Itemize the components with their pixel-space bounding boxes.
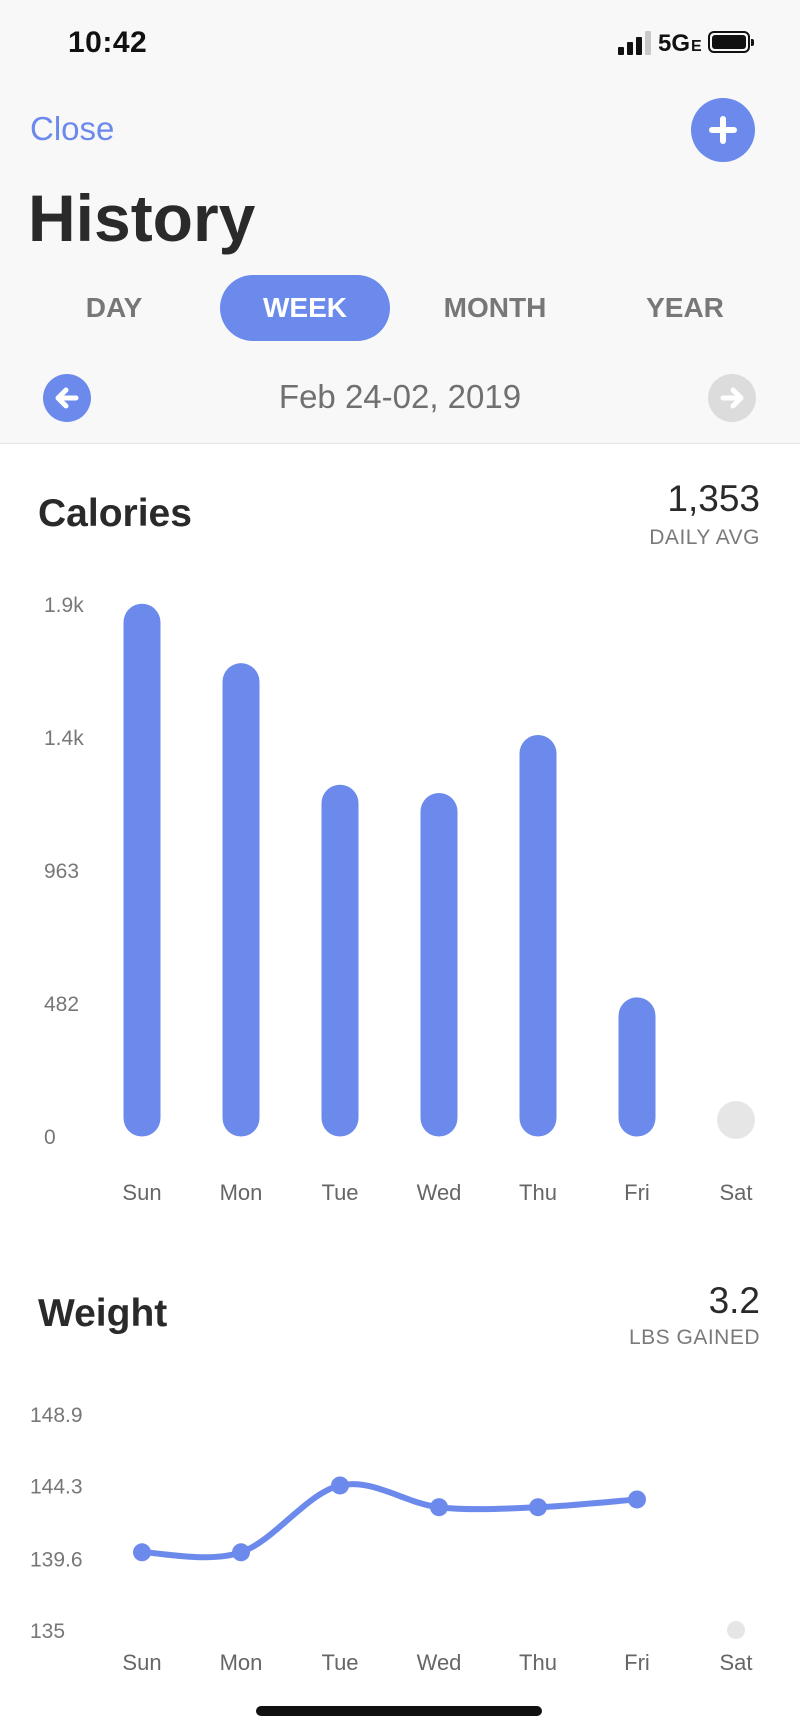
calories-y-tick: 0 — [44, 1126, 56, 1149]
calories-x-label: Thu — [519, 1180, 557, 1205]
tab-month[interactable]: MONTH — [443, 292, 547, 323]
weight-point[interactable] — [133, 1543, 151, 1562]
calories-y-tick: 482 — [44, 993, 79, 1016]
calories-daily-avg-value: 1,353 — [667, 478, 760, 519]
weight-y-tick: 148.9 — [30, 1404, 83, 1427]
weight-x-label: Tue — [321, 1650, 358, 1675]
tab-year[interactable]: YEAR — [646, 292, 724, 323]
calories-bar-chart: 0 482 963 1.4k 1.9k Sun Mon Tue Wed Thu Fri Sat — [44, 594, 755, 1205]
weight-change-label: LBS GAINED — [628, 1326, 760, 1349]
weight-point[interactable] — [529, 1498, 547, 1517]
close-button[interactable]: Close — [30, 110, 115, 147]
weight-point[interactable] — [331, 1476, 349, 1495]
arrow-right-icon — [720, 387, 744, 409]
arrow-left-icon — [55, 387, 79, 409]
weight-x-label: Wed — [417, 1650, 462, 1675]
calories-y-tick: 963 — [44, 860, 79, 883]
weight-x-label: Sat — [719, 1650, 752, 1675]
calories-title: Calories — [38, 492, 192, 535]
weight-point[interactable] — [232, 1543, 250, 1562]
tab-week[interactable]: WEEK — [220, 275, 390, 341]
weight-y-tick: 144.3 — [30, 1475, 83, 1498]
weight-y-tick: 135 — [30, 1620, 65, 1643]
network-suffix: E — [691, 38, 702, 55]
calories-x-label: Mon — [220, 1180, 263, 1205]
calories-daily-avg-label: DAILY AVG — [649, 526, 760, 549]
home-indicator — [256, 1706, 542, 1716]
calories-x-label: Wed — [417, 1180, 462, 1205]
weight-y-tick: 139.6 — [30, 1549, 83, 1572]
weight-x-label: Fri — [624, 1650, 650, 1675]
weight-x-label: Thu — [519, 1650, 557, 1675]
page-title: History — [28, 181, 256, 255]
weight-point[interactable] — [430, 1498, 448, 1517]
status-time: 10:42 — [68, 26, 148, 59]
status-bar: 10:42 5GE — [0, 0, 800, 90]
previous-period-button[interactable] — [43, 374, 91, 422]
network-type: 5G — [658, 30, 691, 57]
weight-x-label: Sun — [122, 1650, 161, 1675]
calories-x-label: Tue — [321, 1180, 358, 1205]
calories-x-label: Fri — [624, 1180, 650, 1205]
calories-y-tick: 1.4k — [44, 727, 84, 750]
weight-change-value: 3.2 — [708, 1280, 760, 1321]
calories-bar-empty[interactable] — [717, 1101, 755, 1139]
calories-x-label: Sun — [122, 1180, 161, 1205]
weight-x-label: Mon — [220, 1650, 263, 1675]
weight-title: Weight — [38, 1292, 168, 1335]
weight-point[interactable] — [628, 1490, 646, 1509]
battery-icon — [708, 31, 754, 53]
network-indicator: 5GE — [658, 30, 702, 58]
next-period-button[interactable] — [708, 374, 756, 422]
weight-series-line — [139, 1481, 640, 1561]
weight-line-chart: 135 139.6 144.3 148.9 Sun Mon Tue Wed Thu Fri Sat — [30, 1404, 753, 1675]
tab-day[interactable]: DAY — [85, 292, 143, 323]
date-range: Feb 24-02, 2019 — [278, 378, 522, 415]
header-background — [0, 0, 800, 444]
cellular-signal-icon — [618, 31, 658, 55]
weight-point-empty[interactable] — [727, 1621, 745, 1639]
calories-x-label: Sat — [719, 1180, 752, 1205]
period-tabs: DAY WEEK MONTH YEAR — [0, 275, 800, 343]
add-button[interactable] — [691, 98, 755, 162]
calories-y-tick: 1.9k — [44, 594, 84, 617]
